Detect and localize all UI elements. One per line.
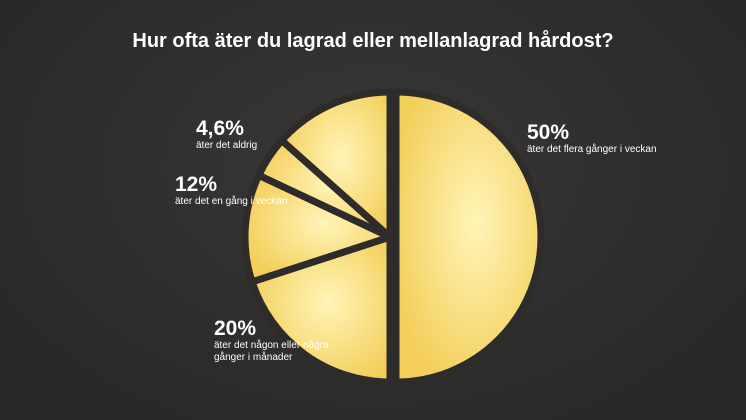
percent-label: 12% [175, 173, 218, 196]
percent-label: 20% [214, 317, 257, 340]
category-label: äter det en gång i veckan [175, 196, 288, 207]
percent-label: 4,6% [196, 117, 244, 140]
category-label: äter det någon eller några gånger i måna… [214, 340, 329, 363]
percent-label: 50% [527, 121, 570, 144]
chart-title: Hur ofta äter du lagrad eller mellanlagr… [132, 30, 614, 52]
slice-label: 4,6% äter det aldrig [196, 118, 346, 152]
pie-slice [276, 88, 394, 245]
slice-label: 20% äter det någon eller några gånger i m… [214, 318, 344, 364]
category-label: äter det aldrig [196, 140, 258, 151]
pie-slice [241, 170, 400, 287]
category-label: äter det flera gånger i veckan [527, 144, 657, 155]
pie-slice [392, 88, 545, 386]
slice-label: 12% äter det en gång i veckan [175, 174, 375, 208]
slice-label: 50% äter det flera gånger i veckan [527, 122, 727, 156]
